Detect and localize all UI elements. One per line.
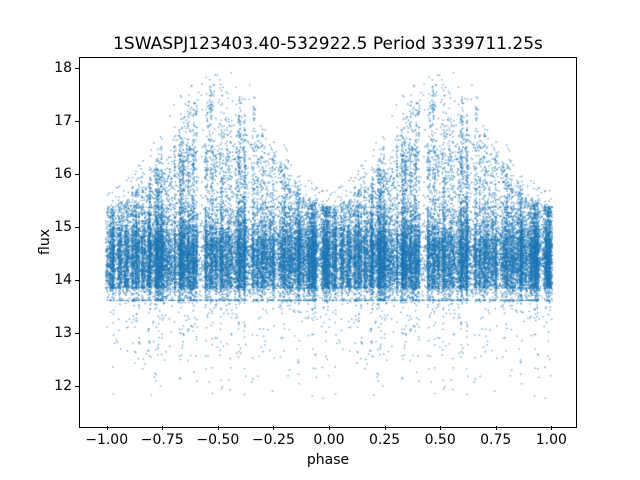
x-tick-mark [217,426,219,430]
y-tick-label: 13 [54,325,72,342]
y-tick-mark [75,121,79,123]
y-tick-mark [75,280,79,282]
x-tick-label: −0.75 [140,432,184,448]
y-tick-label: 15 [54,219,72,236]
x-tick-label: −0.25 [251,432,295,448]
x-tick-mark [329,426,330,430]
y-tick-label: 17 [54,113,72,130]
plot-area [79,57,577,428]
y-tick-label: 18 [54,60,72,77]
x-tick-mark [384,426,386,430]
x-tick-mark [106,426,108,430]
x-tick-label: 0.25 [368,432,401,448]
y-axis-label: flux [37,229,53,255]
x-tick-mark [495,426,497,430]
y-tick-label: 12 [54,378,72,395]
x-tick-mark [551,426,553,430]
x-tick-label: 0.50 [424,432,456,448]
x-tick-label: −1.00 [85,432,129,448]
y-tick-mark [75,386,79,388]
scatter-canvas [80,58,574,425]
x-tick-label: 0.00 [313,432,345,448]
y-tick-mark [75,68,79,70]
x-tick-label: 1.00 [535,432,567,448]
x-axis-label: phase [306,452,350,468]
plot-title: 1SWASPJ123403.40-532922.5 Period 3339711… [113,34,543,54]
y-tick-mark [75,227,79,229]
y-tick-mark [75,333,79,335]
y-tick-label: 16 [54,166,72,183]
y-tick-mark [75,174,79,176]
x-tick-mark [162,426,164,430]
x-tick-label: 0.75 [480,432,512,448]
x-tick-mark [440,426,442,430]
x-tick-label: −0.50 [196,432,240,448]
y-tick-label: 14 [54,272,72,289]
x-tick-mark [273,426,275,430]
